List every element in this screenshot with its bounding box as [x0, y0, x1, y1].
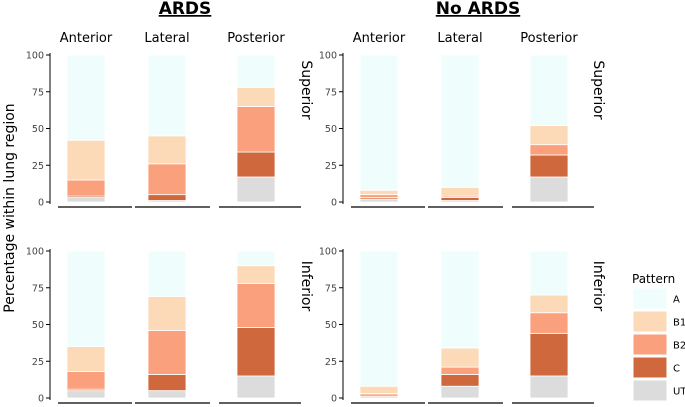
y-tick-label-no-ards-inferior-75: 75: [325, 283, 337, 294]
legend-swatch-b1: [632, 310, 668, 333]
legend-swatch-a: [632, 287, 668, 310]
bar-segment-ards-inferior-posterior-b1: [236, 265, 276, 284]
legend-swatch-c: [632, 356, 668, 379]
bar-segment-ards-inferior-lateral-a: [147, 250, 187, 297]
y-axis-label: Percentage within lung region: [2, 103, 18, 312]
bar-segment-no-ards-superior-anterior-uts: [359, 198, 399, 203]
bar-segment-no-ards-inferior-posterior-b2: [529, 312, 569, 334]
col-label-ards-anterior: Anterior: [60, 31, 113, 46]
bar-segment-no-ards-inferior-posterior-c: [529, 332, 569, 377]
bar-segment-ards-inferior-lateral-uts: [147, 390, 187, 399]
bar-segment-ards-superior-posterior-a: [236, 54, 276, 88]
bar-segment-no-ards-superior-posterior-b1: [529, 125, 569, 146]
bar-segment-no-ards-inferior-lateral-uts: [440, 385, 480, 399]
bar-segment-no-ards-superior-posterior-b2: [529, 144, 569, 156]
y-tick-label-ards-superior-75: 75: [32, 87, 44, 98]
bar-segment-ards-superior-posterior-b2: [236, 106, 276, 153]
row-label-ards-superior: Superior: [298, 60, 314, 119]
y-tick-label-ards-superior-0: 0: [38, 198, 44, 209]
y-tick-label-ards-superior-25: 25: [32, 161, 44, 172]
bar-segment-ards-inferior-lateral-b1: [147, 296, 187, 331]
row-label-no-ards-inferior: Inferior: [590, 261, 606, 312]
col-label-no-ards-lateral: Lateral: [437, 31, 482, 46]
bar-segment-ards-superior-posterior-c: [236, 151, 276, 178]
bar-segment-ards-inferior-anterior-a: [66, 250, 106, 347]
bar-segment-no-ards-inferior-posterior-a: [529, 250, 569, 296]
bar-segment-ards-inferior-posterior-uts: [236, 375, 276, 399]
legend-swatch-uts: [632, 379, 668, 402]
bar-segment-ards-superior-anterior-b2: [66, 179, 106, 197]
bar-segment-no-ards-inferior-lateral-a: [440, 250, 480, 349]
bar-segment-ards-inferior-anterior-uts: [66, 390, 106, 399]
row-label-no-ards-superior: Superior: [590, 60, 606, 119]
legend-swatch-b2: [632, 333, 668, 356]
col-label-ards-posterior: Posterior: [227, 31, 285, 46]
row-label-ards-inferior: Inferior: [298, 261, 314, 312]
bar-segment-no-ards-superior-anterior-b2: [359, 194, 399, 198]
bar-segment-ards-superior-anterior-a: [66, 54, 106, 141]
bar-segment-no-ards-inferior-lateral-c: [440, 374, 480, 387]
bar-segment-ards-inferior-lateral-b2: [147, 329, 187, 375]
legend-label-c: C: [673, 364, 680, 375]
bar-segment-no-ards-inferior-lateral-b1: [440, 347, 480, 368]
bar-segment-ards-inferior-posterior-a: [236, 250, 276, 267]
bar-segment-no-ards-inferior-posterior-b1: [529, 294, 569, 314]
legend-label-b2: B2: [673, 341, 685, 352]
bar-segment-no-ards-superior-anterior-b1: [359, 189, 399, 196]
bar-segment-ards-superior-posterior-b1: [236, 86, 276, 107]
bar-segment-no-ards-inferior-anterior-a: [359, 250, 399, 387]
bar-segment-ards-superior-lateral-b2: [147, 163, 187, 196]
y-tick-label-ards-superior-100: 100: [26, 51, 44, 62]
col-label-no-ards-posterior: Posterior: [520, 31, 578, 46]
y-tick-label-ards-superior-50: 50: [32, 124, 44, 135]
y-tick-label-no-ards-inferior-25: 25: [325, 357, 337, 368]
bar-segment-ards-inferior-anterior-b1: [66, 346, 106, 372]
y-tick-label-no-ards-superior-100: 100: [319, 51, 337, 62]
legend-title: Pattern: [632, 272, 675, 286]
bar-segment-no-ards-superior-posterior-c: [529, 154, 569, 178]
bar-segment-no-ards-superior-posterior-a: [529, 54, 569, 126]
bar-segment-ards-inferior-posterior-b2: [236, 282, 276, 328]
y-tick-label-ards-inferior-0: 0: [38, 394, 44, 405]
bar-segment-no-ards-superior-posterior-uts: [529, 176, 569, 203]
bar-segment-ards-superior-anterior-uts: [66, 197, 106, 203]
y-tick-label-no-ards-superior-50: 50: [325, 124, 337, 135]
y-tick-label-ards-inferior-75: 75: [32, 283, 44, 294]
bar-segment-ards-inferior-anterior-b2: [66, 371, 106, 390]
y-tick-label-no-ards-superior-0: 0: [331, 198, 337, 209]
bar-segment-ards-superior-posterior-uts: [236, 176, 276, 203]
y-tick-label-no-ards-inferior-50: 50: [325, 320, 337, 331]
y-tick-label-ards-inferior-50: 50: [32, 320, 44, 331]
col-label-ards-lateral: Lateral: [144, 31, 189, 46]
y-tick-label-ards-inferior-25: 25: [32, 357, 44, 368]
bar-segment-no-ards-superior-lateral-a: [440, 54, 480, 188]
bar-segment-no-ards-superior-lateral-c: [440, 197, 480, 201]
bar-segment-ards-superior-lateral-b1: [147, 135, 187, 165]
group-title-no-ards: No ARDS: [436, 0, 520, 19]
bar-segment-ards-inferior-posterior-c: [236, 327, 276, 377]
y-tick-label-no-ards-superior-25: 25: [325, 161, 337, 172]
y-tick-label-no-ards-inferior-100: 100: [319, 247, 337, 258]
group-title-ards: ARDS: [159, 0, 212, 19]
bar-segment-no-ards-superior-anterior-a: [359, 54, 399, 191]
y-tick-label-no-ards-superior-75: 75: [325, 87, 337, 98]
bar-segment-no-ards-superior-lateral-b1: [440, 186, 480, 197]
legend-label-a: A: [673, 295, 680, 306]
y-tick-label-ards-inferior-100: 100: [26, 247, 44, 258]
bar-segment-no-ards-inferior-lateral-b2: [440, 366, 480, 375]
bar-segment-ards-superior-lateral-a: [147, 54, 187, 137]
bar-segment-ards-inferior-lateral-c: [147, 374, 187, 392]
bar-segment-ards-superior-lateral-c: [147, 194, 187, 201]
legend-label-uts: UTS: [673, 387, 685, 398]
y-tick-label-no-ards-inferior-0: 0: [331, 394, 337, 405]
bar-segment-no-ards-inferior-posterior-uts: [529, 375, 569, 399]
bar-segment-no-ards-inferior-anterior-b1: [359, 385, 399, 394]
col-label-no-ards-anterior: Anterior: [353, 31, 406, 46]
legend-label-b1: B1: [673, 318, 685, 329]
bar-segment-ards-superior-anterior-b1: [66, 139, 106, 181]
